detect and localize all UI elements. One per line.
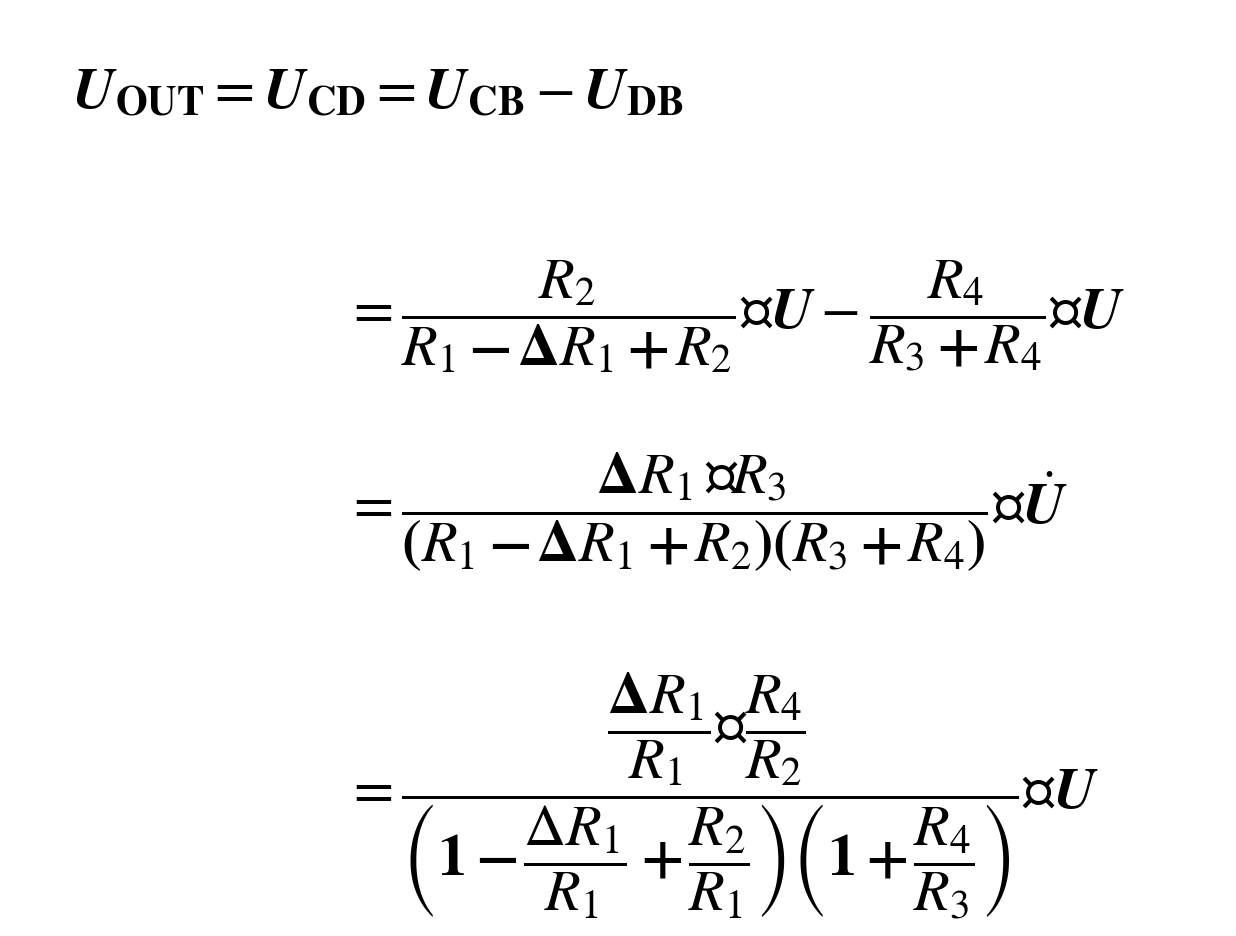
Text: $= \dfrac{\boldsymbol{\Delta R_1 \cdot R_3}}{\boldsymbol{(R_1 - \Delta R_1 + R_2: $= \dfrac{\boldsymbol{\Delta R_1 \cdot R… — [345, 450, 1068, 574]
Text: $\boldsymbol{U}_{\mathbf{OUT}} = \boldsymbol{U}_{\mathbf{CD}} = \boldsymbol{U}_{: $\boldsymbol{U}_{\mathbf{OUT}} = \boldsy… — [72, 64, 684, 121]
Text: $= \dfrac{\dfrac{\boldsymbol{\Delta R_1}}{\boldsymbol{R_1}} \boldsymbol{\cdot} \: $= \dfrac{\dfrac{\boldsymbol{\Delta R_1}… — [345, 670, 1099, 920]
Text: $= \dfrac{\boldsymbol{R_2}}{\boldsymbol{R_1 - \Delta R_1 + R_2}} \boldsymbol{\cd: $= \dfrac{\boldsymbol{R_2}}{\boldsymbol{… — [345, 256, 1126, 374]
